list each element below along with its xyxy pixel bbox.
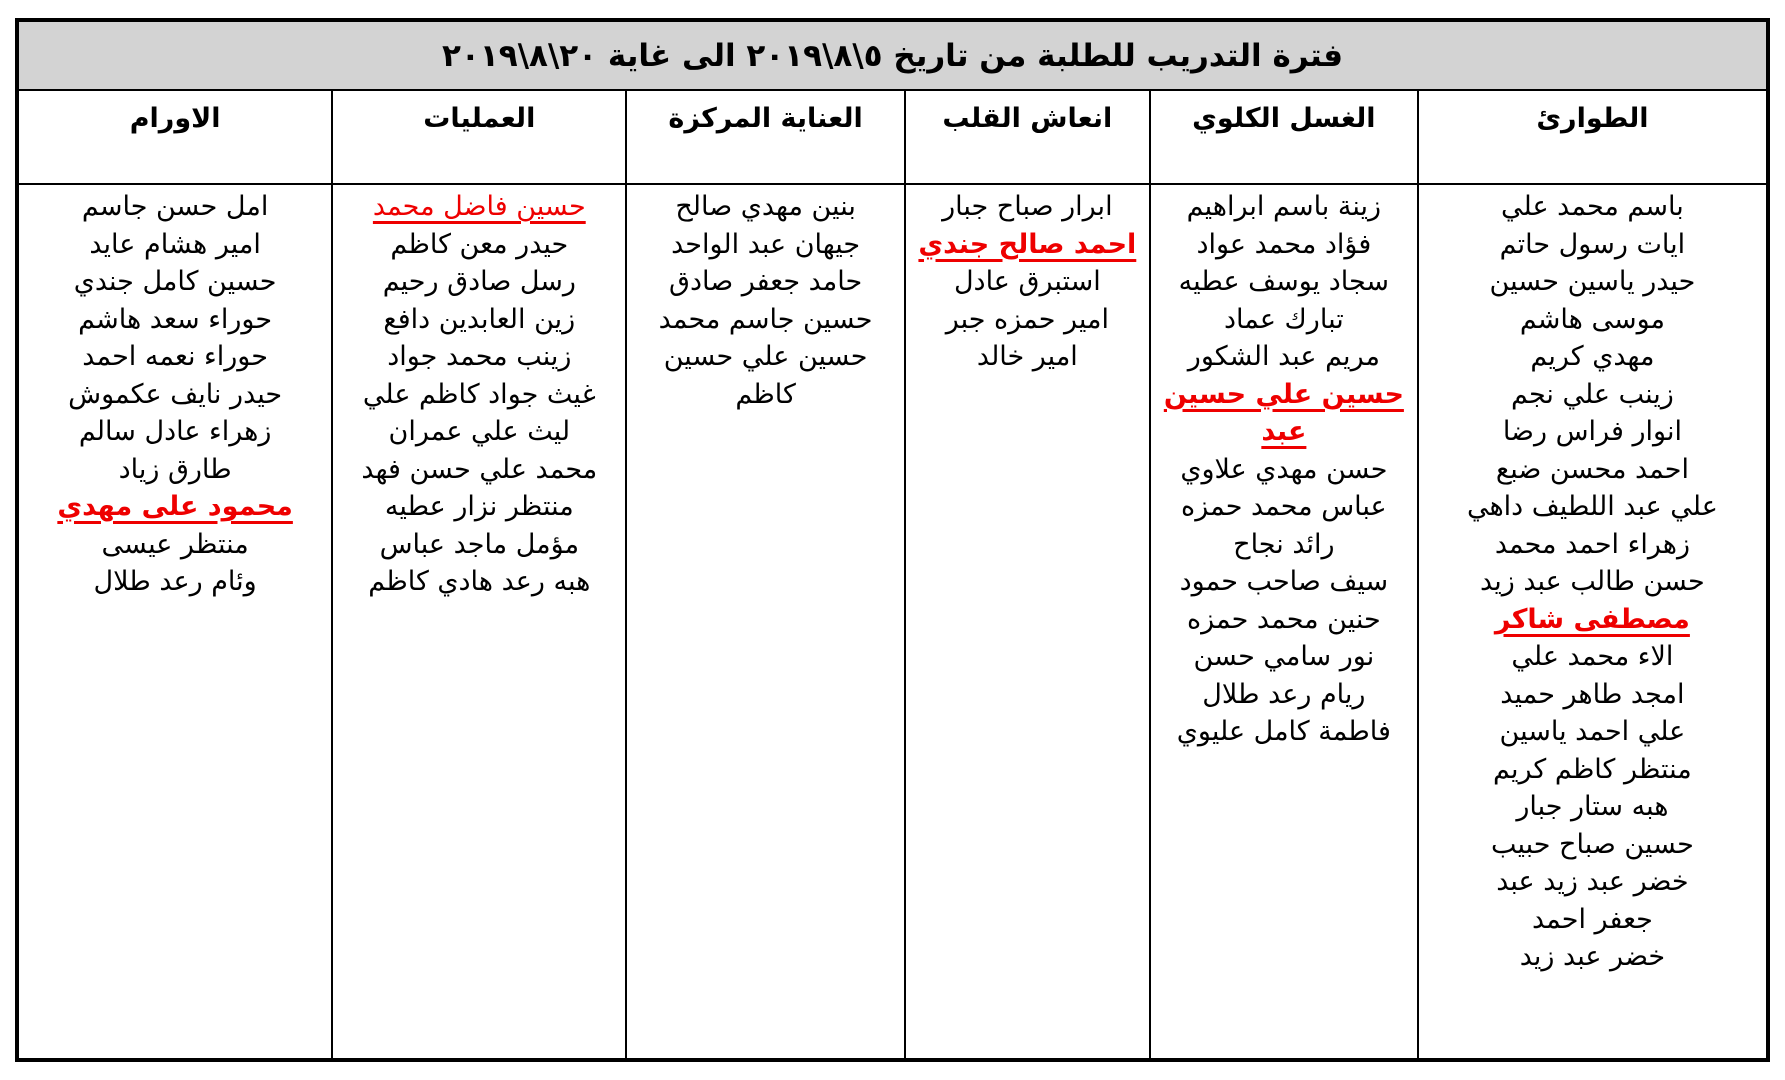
column-header-dialysis: الغسل الكلوي: [1148, 89, 1419, 185]
student-name: انوار فراس رضا: [1502, 416, 1682, 447]
student-name: طارق زياد: [118, 453, 232, 485]
column-cell-cpr: ابرار صباح جبار احمد صالح جندي استبرق عادل…: [903, 183, 1151, 1061]
student-name: حامد جعفر صادق: [669, 266, 863, 297]
student-name: رسل صادق رحيم: [382, 266, 576, 297]
column-header-oncology: الاورام: [15, 89, 334, 185]
student-name-highlighted: حسين علي حسين عبد: [1163, 378, 1404, 448]
student-name: حسن طالب عبد زيد: [1480, 566, 1705, 597]
student-name: حوراء نعمه احمد: [82, 341, 268, 372]
student-name: وئام رعد طلال: [93, 566, 257, 597]
title-row: فترة التدريب للطلبة من تاريخ ٥\٨\٢٠١٩ ال…: [16, 19, 1769, 91]
student-name: علي عبد اللطيف داهي: [1466, 491, 1718, 522]
student-name: فؤاد محمد عواد: [1196, 228, 1372, 260]
column-cell-icu: بنين مهدي صالح جيهان عبد الواحد حامد جعفر …: [625, 183, 906, 1061]
student-name: الاء محمد علي: [1511, 641, 1674, 672]
training-roster-table: فترة التدريب للطلبة من تاريخ ٥\٨\٢٠١٩ ال…: [15, 18, 1770, 1062]
student-name: هبه رعد هادي كاظم: [368, 566, 591, 597]
student-name: امير هشام عايد: [89, 228, 261, 260]
page-title: فترة التدريب للطلبة من تاريخ ٥\٨\٢٠١٩ ال…: [16, 19, 1769, 91]
student-name: سيف صاحب حمود: [1179, 566, 1389, 597]
student-name: جيهان عبد الواحد: [671, 228, 861, 260]
student-name: حنين محمد حمزه: [1187, 603, 1381, 635]
student-name: زهراء عادل سالم: [78, 416, 272, 447]
student-name: زينب علي نجم: [1510, 378, 1674, 410]
column-header-icu: العناية المركزة: [625, 89, 906, 185]
student-name: تبارك عماد: [1224, 303, 1344, 335]
student-name: امير خالد: [976, 341, 1078, 372]
column-header-operations: العمليات: [331, 89, 628, 185]
student-name: امير حمزه جبر: [945, 303, 1109, 335]
student-name-highlighted: احمد صالح جندي: [918, 228, 1137, 260]
student-name: زهراء احمد محمد: [1494, 528, 1690, 560]
student-name: منتظر عيسى: [101, 528, 249, 560]
student-name: امل حسن جاسم: [81, 191, 269, 222]
student-name: بنين مهدي صالح: [675, 191, 856, 222]
column-cell-operations: حسين فاضل محمد حيدر معن كاظم رسل صادق رحيم…: [331, 183, 628, 1061]
student-name: علي احمد ياسين: [1499, 716, 1686, 747]
student-name: حيدر معن كاظم: [390, 228, 569, 260]
student-name: ليث علي عمران: [388, 416, 571, 447]
column-cell-emergency: باسم محمد علي ايات رسول حاتم حيدر ياسين حس…: [1416, 183, 1770, 1061]
student-name: محمد علي حسن فهد: [361, 453, 598, 485]
student-name: باسم محمد علي: [1501, 191, 1684, 222]
student-name: حوراء سعد هاشم: [78, 303, 273, 335]
student-name: مؤمل ماجد عباس: [379, 528, 580, 560]
student-name: زينب محمد جواد: [387, 341, 572, 372]
student-name-highlighted: حسين فاضل محمد: [372, 191, 586, 222]
student-name: نور سامي حسن: [1193, 641, 1375, 672]
student-name: رائد نجاح: [1233, 528, 1335, 560]
column-cell-dialysis: زينة باسم ابراهيم فؤاد محمد عواد سجاد يوسف…: [1148, 183, 1419, 1061]
student-name: ابرار صباح جبار: [942, 191, 1113, 222]
column-header-cpr: انعاش القلب: [903, 89, 1151, 185]
student-name: ريام رعد طلال: [1202, 678, 1366, 710]
student-name: هبه ستار جبار: [1516, 791, 1669, 822]
student-name: زينة باسم ابراهيم: [1186, 191, 1382, 222]
student-name: جعفر احمد: [1531, 903, 1653, 935]
student-name: حسن مهدي علاوي: [1180, 453, 1388, 485]
student-name: خضر عبد زيد: [1519, 941, 1666, 972]
student-name: خضر عبد زيد عبد: [1496, 866, 1689, 897]
data-row: باسم محمد علي ايات رسول حاتم حيدر ياسين حس…: [15, 183, 1770, 1061]
student-name: حسين صباح حبيب: [1490, 828, 1694, 860]
column-header-emergency: الطوارئ: [1416, 89, 1770, 185]
student-name: غيث جواد كاظم علي: [362, 378, 596, 410]
student-name: مهدي كريم: [1530, 341, 1655, 372]
student-name: ايات رسول حاتم: [1499, 228, 1686, 260]
student-name: سجاد يوسف عطيه: [1178, 266, 1390, 297]
student-name: حسين كامل جندي: [73, 266, 277, 297]
student-name: امجد طاهر حميد: [1500, 678, 1685, 710]
student-name: منتظر نزار عطيه: [384, 491, 574, 522]
student-name: احمد محسن ضبع: [1495, 453, 1689, 485]
column-cell-oncology: امل حسن جاسم امير هشام عايد حسين كامل جندي…: [15, 183, 334, 1061]
student-name-highlighted: مصطفى شاكر: [1494, 603, 1690, 635]
student-name: حيدر ياسين حسين: [1489, 266, 1696, 297]
student-name: زين العابدين دافع: [383, 303, 576, 335]
student-name: استبرق عادل: [953, 266, 1101, 297]
student-name: حيدر نايف عكموش: [68, 378, 283, 410]
student-name: حسين جاسم محمد: [658, 303, 873, 335]
student-name-highlighted: محمود على مهدي: [57, 491, 293, 522]
student-name: فاطمة كامل عليوي: [1176, 716, 1391, 747]
student-name: حسين علي حسين كاظم: [663, 341, 868, 410]
student-name: منتظر كاظم كريم: [1493, 753, 1692, 785]
student-name: عباس محمد حمزه: [1181, 491, 1387, 522]
header-row: الطوارئ الغسل الكلوي انعاش القلب العناية ال…: [15, 89, 1770, 185]
student-name: مريم عبد الشكور: [1187, 341, 1380, 372]
student-name: موسى هاشم: [1519, 303, 1665, 335]
